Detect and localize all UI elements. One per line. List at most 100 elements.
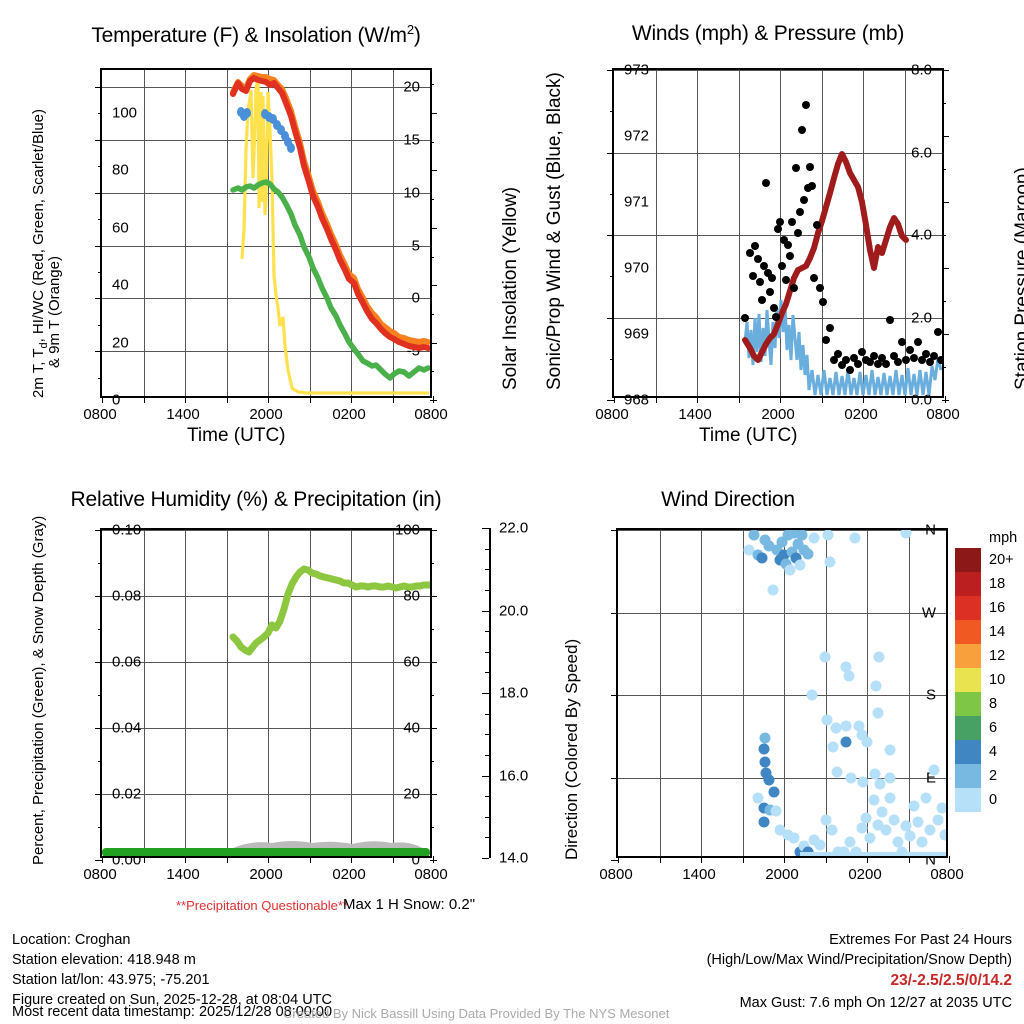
ytick-insol-0: 0 [112, 391, 121, 409]
ytick-precip-004: 0.04 [112, 719, 142, 737]
colorbar-label-20plus: 20+ [989, 552, 1014, 568]
colorbar-band-10 [955, 668, 981, 692]
xtick-winds-1400: 1400 [678, 406, 712, 423]
series-station-pressure [742, 151, 909, 363]
ytick-snow-160: 16.0 [499, 767, 529, 784]
ytick-rh-80: 80 [403, 587, 420, 605]
series-wind-gusts [741, 101, 942, 374]
ytick-wind-40: 4.0 [911, 226, 932, 244]
max-1h-snow-note: Max 1 H Snow: 0.2" [343, 896, 476, 913]
colorbar-band-4 [955, 740, 981, 764]
panel-title-wind-direction: Wind Direction [661, 488, 795, 511]
ytick-dir-n-bottom: N [925, 851, 936, 869]
xtick-temp-0800a: 0800 [83, 406, 117, 423]
ytick-temp-20: 20 [403, 78, 420, 96]
axis-title-temp-seg2: , HI/WC (Red, Green, Scarlet/Blue) [30, 109, 47, 343]
ytick-dir-s: S [925, 686, 936, 704]
ytick-snow-220: 22.0 [499, 519, 529, 537]
wind-speed-colorbar: mph 20+ 18 16 14 12 10 8 6 4 2 0 [955, 530, 1024, 858]
colorbar-label-18: 18 [989, 576, 1006, 592]
ytick-snow-140: 14.0 [499, 849, 529, 867]
xtick-dir-0800b: 0800 [930, 866, 964, 883]
ytick-snow-200: 20.0 [499, 602, 529, 619]
ytick-insol-40: 40 [112, 276, 129, 294]
colorbar-band-8 [955, 692, 981, 716]
colorbar-band-14 [955, 620, 981, 644]
ytick-dir-w: W [921, 604, 936, 621]
footer-latlon: Station lat/lon: 43.975; -75.201 [12, 972, 210, 988]
panel-temperature-insolation: Temperature (F) & Insolation (W/m2) 2m T… [0, 0, 521, 460]
xtick-dir-1400: 1400 [682, 866, 716, 883]
ytick-temp-15: 15 [403, 131, 420, 149]
axis-title-time-temperature: Time (UTC) [187, 425, 286, 446]
colorbar-band-20plus [955, 548, 981, 572]
ytick-wind-00: 0.0 [911, 391, 932, 409]
footer-extremes-heading: Extremes For Past 24 Hours [829, 932, 1012, 948]
ytick-wind-80: 8.0 [911, 61, 932, 79]
footer-max-gust: Max Gust: 7.6 mph On 12/27 at 2035 UTC [739, 995, 1012, 1011]
footer-credit: Created By Nick Bassill Using Data Provi… [283, 1006, 670, 1021]
precipitation-questionable-note: **Precipitation Questionable** [176, 898, 348, 913]
series-relative-humidity [229, 565, 430, 656]
ytick-press-971: 971 [624, 193, 650, 211]
axis-snow-depth [489, 528, 491, 858]
winds-series-plot [741, 101, 942, 396]
panel-title-temperature-exponent: 2 [406, 22, 414, 37]
panel-wind-direction: Wind Direction Direction (Colored By Spe… [512, 460, 1024, 920]
plot-area-winds: 8.0 6.0 4.0 2.0 0.0 973 972 971 970 969 … [607, 62, 949, 409]
panel-title-winds: Winds (mph) & Pressure (mb) [631, 22, 905, 45]
axis-title-time-winds: Time (UTC) [699, 425, 798, 446]
ytick-temp-0: 0 [411, 289, 420, 307]
humidity-series-plot [102, 565, 430, 856]
colorbar-label-14: 14 [989, 624, 1006, 640]
colorbar-band-12 [955, 644, 981, 668]
footer-extremes-values: 23/-2.5/2.5/0/14.2 [890, 972, 1012, 989]
panel-title-temperature-text: Temperature (F) & Insolation (W/m [91, 24, 407, 47]
ytick-press-973: 973 [624, 61, 650, 79]
axis-title-temperature-left-line2: & 9m T (Orange) [46, 256, 63, 368]
colorbar-label-2: 2 [989, 768, 998, 784]
series-sonic-wind [743, 299, 942, 396]
colorbar-band-18 [955, 572, 981, 596]
series-dewpoint [230, 179, 430, 381]
footer-location: Location: Croghan [12, 932, 131, 948]
ytick-dir-n-top: N [925, 521, 936, 539]
ytick-insol-80: 80 [112, 161, 129, 179]
footer-elevation: Station elevation: 418.948 m [12, 952, 196, 968]
axis-title-station-pressure: Station Pressure (Maroon) [1012, 167, 1024, 390]
series-precipitation [102, 848, 430, 856]
colorbar-band-0 [955, 788, 981, 812]
ytick-snow-180: 18.0 [499, 684, 529, 702]
series-solar-insolation [240, 75, 429, 395]
axis-title-wind-direction: Direction (Colored By Speed) [562, 638, 581, 860]
colorbar-band-16 [955, 596, 981, 620]
ytick-press-972: 972 [624, 127, 650, 145]
footer-figure-created: Figure created on Sun, 2025-12-28, at 08… [12, 992, 332, 1008]
xtick-dir-2000: 2000 [765, 866, 799, 883]
colorbar-label-4: 4 [989, 744, 998, 760]
ytick-rh-60: 60 [403, 653, 420, 671]
panel-title-temperature-tail: ) [413, 24, 421, 47]
axis-title-wind-gust: Sonic/Prop Wind & Gust (Blue, Black) [544, 72, 565, 390]
colorbar-band-6 [955, 716, 981, 740]
xtick-winds-2000: 2000 [761, 406, 795, 423]
ytick-precip-002: 0.02 [112, 785, 142, 803]
ytick-rh-20: 20 [403, 785, 420, 803]
temperature-series-plot [230, 72, 430, 395]
axis-title-temp-seg1: 2m T, T [30, 348, 47, 398]
series-heat-index-windchill [237, 107, 295, 153]
xtick-dir-0200: 0200 [848, 866, 882, 883]
ytick-insol-100: 100 [112, 104, 138, 122]
ytick-insol-60: 60 [112, 219, 129, 237]
colorbar-label-16: 16 [989, 600, 1006, 616]
wind-direction-points [743, 530, 946, 856]
panel-humidity-precipitation: Relative Humidity (%) & Precipitation (i… [0, 460, 528, 920]
panel-winds-pressure: Winds (mph) & Pressure (mb) Sonic/Prop W… [512, 0, 1024, 460]
ytick-press-969: 969 [624, 325, 650, 343]
ytick-press-968: 968 [624, 391, 650, 409]
colorbar-label-6: 6 [989, 720, 998, 736]
axis-title-humidity-left: Percent, Precipitation (Green), & Snow D… [30, 515, 47, 865]
panel-title-humidity: Relative Humidity (%) & Precipitation (i… [70, 488, 442, 511]
xtick-dir-0800a: 0800 [599, 866, 633, 883]
plot-area-humidity: 100 80 60 40 20 0 0.10 0.08 0.06 0.04 0.… [95, 522, 437, 869]
